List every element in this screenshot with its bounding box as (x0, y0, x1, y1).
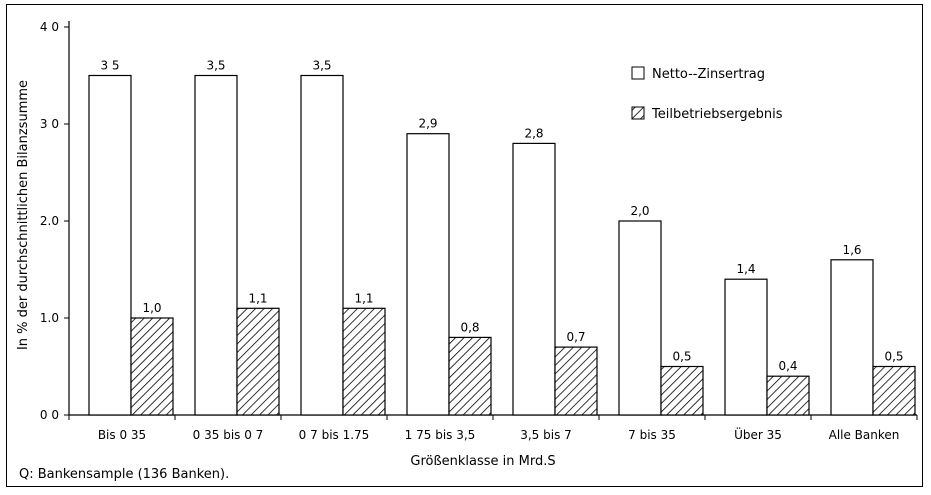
y-axis-label: In % der durchschnittlichen Bilanzsumme (16, 80, 31, 350)
x-tick-label: 0 35 bis 0 7 (193, 428, 264, 442)
data-label: 1,1 (354, 291, 373, 305)
data-label: 0,5 (884, 350, 903, 364)
bar-netto-zinsertrag (724, 278, 768, 416)
bar-teilbetriebsergebnis (660, 365, 704, 416)
data-label: 1,6 (842, 243, 861, 257)
legend-swatch-teilbetriebsergebnis (631, 106, 645, 120)
y-tick-label: 1.0 (40, 311, 59, 325)
bar-teilbetriebsergebnis (130, 317, 174, 416)
y-tick-label: 2.0 (40, 214, 59, 228)
bar-netto-zinsertrag (512, 142, 556, 416)
data-label: 3,5 (312, 59, 331, 73)
legend-label-netto-zinsertrag: Netto--Zinsertrag (652, 67, 765, 82)
y-tick-label: 0 0 (40, 408, 59, 422)
y-tick-label: 4 0 (40, 20, 59, 34)
x-tick-label: Über 35 (734, 426, 782, 442)
bar-teilbetriebsergebnis (448, 336, 492, 416)
data-label: 1,1 (248, 291, 267, 305)
data-label: 0,4 (778, 359, 797, 373)
bar-teilbetriebsergebnis (342, 307, 386, 416)
x-tick-label: Alle Banken (829, 428, 900, 442)
data-label: 0,5 (672, 350, 691, 364)
y-tick-label: 3 0 (40, 117, 59, 131)
bar-teilbetriebsergebnis (872, 365, 916, 416)
data-label: 1,4 (736, 262, 755, 276)
bar-netto-zinsertrag (830, 259, 874, 416)
data-label: 3,5 (206, 59, 225, 73)
bar-netto-zinsertrag (88, 74, 132, 416)
x-axis-label: Größenklasse in Mrd.S (410, 454, 555, 469)
data-label: 1,0 (142, 301, 161, 315)
bar-netto-zinsertrag (406, 133, 450, 416)
x-tick-label: Bis 0 35 (98, 428, 146, 442)
x-tick-label: 1 75 bis 3,5 (405, 428, 476, 442)
data-label: 2,9 (418, 117, 437, 131)
data-label: 2,0 (630, 204, 649, 218)
legend-label-teilbetriebsergebnis: Teilbetriebsergebnis (651, 107, 783, 122)
bar-netto-zinsertrag (194, 74, 238, 416)
x-tick-label: 7 bis 35 (628, 428, 676, 442)
legend-swatch-netto-zinsertrag (631, 66, 645, 80)
bar-netto-zinsertrag (300, 74, 344, 416)
chart-frame: 0 0 1.0 2.0 3 0 4 0 In % der durchschnittlich… (6, 4, 923, 487)
source-note: Q: Bankensample (136 Banken). (19, 467, 230, 482)
bar-teilbetriebsergebnis (554, 346, 598, 416)
x-tick-label: 0 7 bis 1.75 (299, 428, 370, 442)
data-label: 3 5 (100, 59, 119, 73)
x-tick-label: 3,5 bis 7 (520, 428, 572, 442)
bar-teilbetriebsergebnis (236, 307, 280, 416)
data-label: 0,8 (460, 320, 479, 334)
data-label: 0,7 (566, 330, 585, 344)
bar-chart: 0 0 1.0 2.0 3 0 4 0 In % der durchschnittlich… (16, 20, 918, 469)
bar-teilbetriebsergebnis (766, 375, 810, 416)
data-label: 2,8 (524, 126, 543, 140)
bar-netto-zinsertrag (618, 220, 662, 416)
